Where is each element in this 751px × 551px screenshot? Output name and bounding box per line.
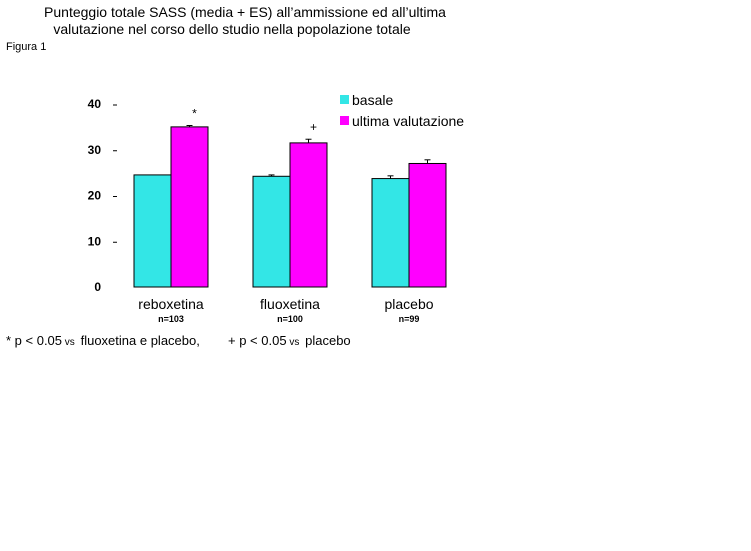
significance-marker: + (310, 120, 317, 134)
legend-swatch-basale (340, 95, 349, 104)
chart-title-line1: Punteggio totale SASS (media + ES) all’a… (44, 4, 446, 20)
chart-title-line2: valutazione nel corso dello studio nella… (53, 21, 410, 37)
y-tick-label: 40 (88, 97, 102, 111)
y-axis: 0 10 20 30 40 (88, 97, 117, 294)
footnote-p2: + p < 0.05 (228, 333, 287, 348)
significance-marker: * (192, 107, 197, 121)
x-category-n-label: n=103 (158, 314, 184, 324)
footnote-p1: * p < 0.05 (6, 333, 62, 348)
legend-swatch-ultima-valutazione (340, 116, 349, 125)
x-category-n-label: n=100 (277, 314, 303, 324)
footnote-compare1: fluoxetina e placebo, (81, 333, 200, 348)
category-labels: reboxetina n=103 fluoxetina n=100 placebo n=9… (138, 296, 433, 324)
bar-placebo-basale (371, 178, 410, 288)
bar-fluoxetina-ultima-valutazione (289, 142, 328, 288)
y-tick-label: 20 (88, 189, 102, 203)
footnote-compare2: placebo (305, 333, 351, 348)
legend-label-ultima-valutazione: ultima valutazione (352, 113, 464, 129)
figure-label: Figura 1 (6, 41, 46, 53)
x-category-label: placebo (384, 296, 433, 312)
footnote-vs2: vs (287, 337, 303, 348)
x-category-n-label: n=99 (399, 314, 420, 324)
y-tick-label: 0 (94, 280, 101, 294)
x-category-label: reboxetina (138, 296, 204, 312)
footnote: * p < 0.05 vs fluoxetina e placebo, + p … (6, 333, 351, 348)
bar-fluoxetina-basale (252, 175, 291, 288)
y-tick-label: 10 (88, 234, 102, 248)
legend-label-basale: basale (352, 92, 393, 108)
x-category-label: fluoxetina (260, 296, 320, 312)
svg-text:* p < 0.05 vs fluoxetina e pla: * p < 0.05 vs fluoxetina e placebo, (6, 333, 200, 348)
legend: basale ultima valutazione (340, 92, 464, 129)
footnote-vs1: vs (62, 337, 78, 348)
bars: *+ (133, 107, 447, 288)
bar-reboxetina-basale (133, 174, 172, 288)
y-tick-label: 30 (88, 143, 102, 157)
bar-reboxetina-ultima-valutazione (170, 126, 209, 288)
bar-placebo-ultima-valutazione (408, 162, 447, 288)
svg-text:+ p < 0.05 vs placebo: + p < 0.05 vs placebo (228, 333, 351, 348)
